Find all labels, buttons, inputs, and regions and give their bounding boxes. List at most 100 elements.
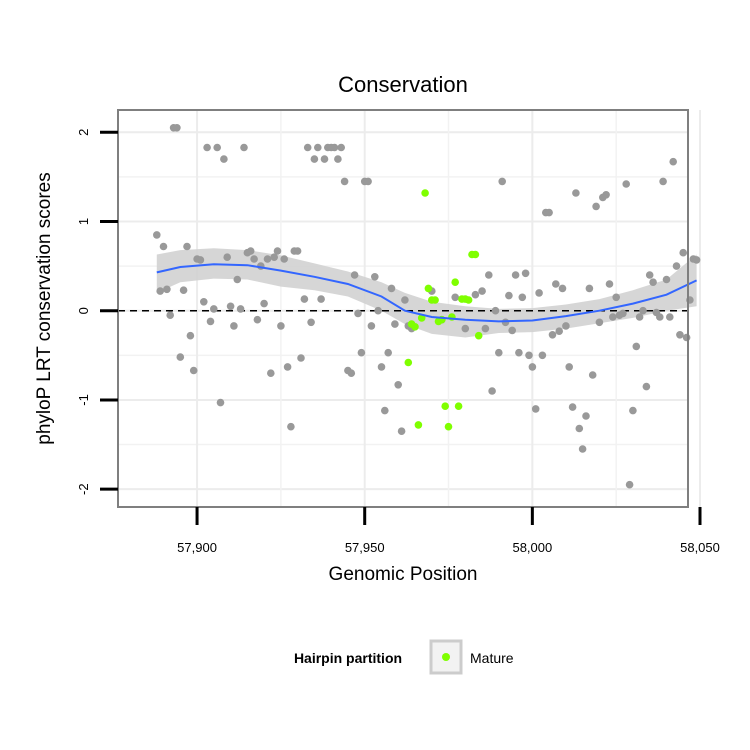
other-point	[639, 306, 647, 315]
other-point	[220, 155, 228, 163]
y-tick-label: -2	[76, 483, 91, 495]
other-point	[588, 371, 597, 379]
confidence-band	[156, 248, 697, 338]
other-point	[340, 177, 349, 186]
mature-point	[474, 331, 483, 340]
other-point	[260, 299, 268, 308]
mature-point	[444, 422, 453, 431]
other-point	[210, 305, 218, 313]
other-point	[226, 302, 235, 311]
other-point	[612, 293, 620, 302]
other-point	[672, 262, 681, 270]
other-point	[481, 324, 490, 333]
y-tick-label: 2	[76, 129, 91, 136]
other-point	[679, 248, 687, 257]
other-point	[552, 280, 560, 288]
other-point	[525, 351, 533, 360]
other-point	[619, 309, 627, 318]
other-point	[216, 398, 225, 407]
plot-border	[117, 109, 689, 508]
other-point	[186, 331, 195, 340]
other-point	[283, 363, 292, 371]
other-point	[317, 295, 325, 303]
other-point	[572, 189, 580, 197]
other-point	[159, 242, 168, 251]
other-point	[250, 255, 258, 263]
other-point	[488, 387, 496, 395]
other-point	[236, 305, 245, 313]
other-point	[287, 422, 295, 431]
legend-title: Hairpin partition	[294, 650, 402, 666]
other-point	[669, 157, 677, 166]
other-point	[649, 278, 657, 287]
other-point	[575, 424, 584, 433]
other-point	[568, 403, 577, 411]
mature-point	[404, 358, 413, 367]
other-point	[511, 271, 520, 279]
other-point	[515, 348, 523, 357]
other-point	[297, 354, 305, 362]
other-point	[531, 405, 540, 413]
other-point	[656, 313, 664, 321]
other-point	[602, 191, 610, 199]
other-point	[461, 324, 470, 333]
other-point	[173, 124, 181, 132]
other-point	[253, 315, 262, 324]
other-point	[357, 348, 366, 357]
other-point	[350, 271, 359, 279]
other-point	[545, 208, 553, 217]
y-tick-label: -1	[76, 394, 91, 406]
other-point	[273, 247, 282, 255]
other-point	[632, 342, 641, 351]
other-point	[495, 348, 503, 357]
other-point	[451, 293, 460, 302]
other-point	[314, 143, 322, 152]
mature-point	[464, 296, 473, 304]
other-point	[183, 242, 191, 251]
mature-point	[454, 402, 463, 411]
other-point	[166, 311, 174, 320]
other-point	[592, 202, 600, 211]
other-point	[666, 313, 674, 321]
other-point	[367, 322, 376, 330]
other-point	[381, 406, 389, 415]
other-point	[347, 369, 356, 378]
x-tick-label: 58,050	[680, 540, 720, 555]
other-point	[377, 363, 386, 371]
other-point	[230, 322, 238, 330]
other-point	[491, 306, 500, 315]
other-point	[320, 155, 329, 163]
other-point	[267, 369, 275, 378]
other-point	[692, 256, 701, 264]
other-point	[625, 480, 634, 489]
other-point	[391, 320, 399, 328]
mature-point	[414, 421, 423, 429]
legend-mature-marker	[442, 653, 450, 661]
mature-point	[421, 189, 429, 197]
mature-point	[411, 323, 419, 331]
other-point	[585, 284, 594, 293]
other-point	[501, 318, 510, 327]
other-point	[629, 406, 637, 415]
other-point	[176, 353, 185, 361]
y-tick-label: 1	[76, 218, 91, 225]
other-point	[303, 143, 312, 152]
other-point	[518, 293, 527, 302]
other-point	[246, 247, 255, 255]
other-point	[163, 285, 171, 294]
other-point	[196, 256, 205, 264]
chart-title: Conservation	[338, 72, 468, 97]
other-point	[582, 412, 590, 420]
smooth-curve	[156, 263, 698, 323]
other-point	[153, 231, 161, 239]
other-point	[374, 306, 382, 315]
mature-point	[471, 250, 480, 259]
other-point	[498, 177, 507, 186]
other-point	[478, 287, 486, 295]
x-tick-label: 57,950	[345, 540, 385, 555]
other-point	[334, 155, 342, 163]
other-point	[562, 322, 570, 330]
other-point	[485, 271, 493, 279]
other-point	[310, 155, 319, 163]
